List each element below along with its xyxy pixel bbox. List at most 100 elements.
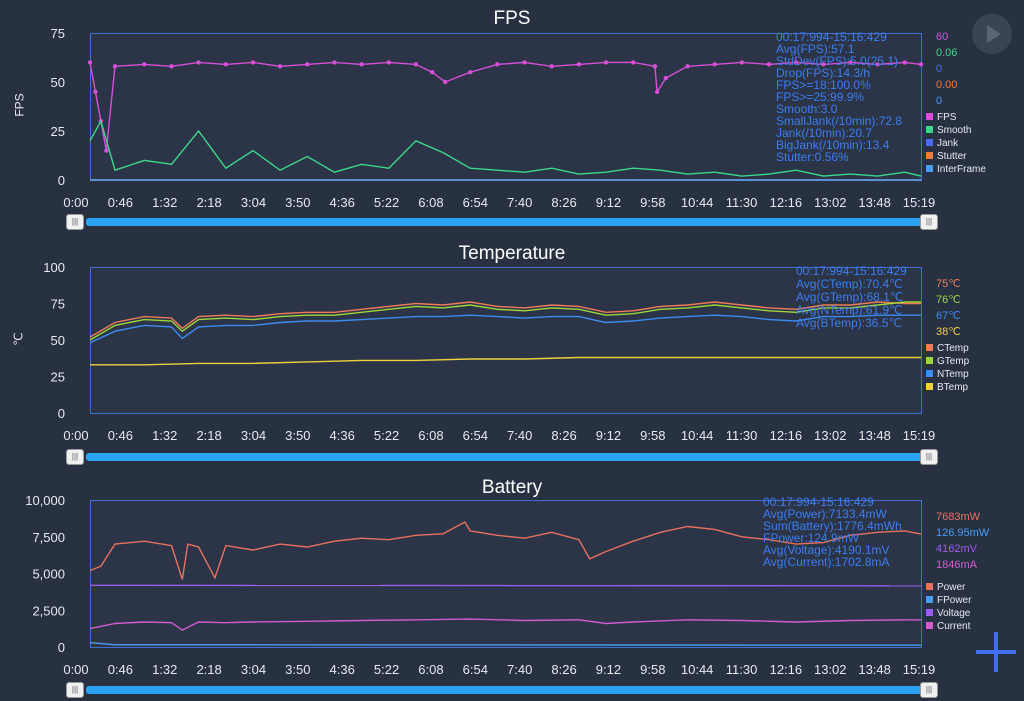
legend-swatch [926,609,933,616]
x-tick-label: 9:58 [640,662,665,677]
fps-data-point [603,60,609,65]
x-tick-label: 13:02 [814,195,847,210]
stat-line: Avg(Current):1702.8mA [763,555,890,569]
fps-chart: 75 50 25 0 0:00 0:46 1:32 2:18 3:04 3:50 4:36 5:22 6… [51,26,987,210]
stat-line: Avg(GTemp):68.1℃ [796,290,903,304]
legend-label: Power [937,582,966,593]
add-button[interactable] [974,630,1018,674]
x-tick-label: 0:00 [63,428,88,443]
legend-swatch [926,370,933,377]
x-tick-label: 8:26 [551,195,576,210]
fps-data-point [359,62,364,67]
x-tick-label: 3:04 [241,195,266,210]
current-value: 67℃ [936,310,961,322]
current-value: 60 [936,31,948,43]
fps-time-slider[interactable] [86,218,922,226]
fps-data-point [169,64,174,69]
current-value: 7683mW [936,511,981,523]
x-tick-label: 8:26 [551,662,576,677]
x-tick-label: 6:08 [418,428,443,443]
x-tick-label: 3:04 [241,662,266,677]
legend-label: BTemp [937,382,969,393]
x-tick-label: 1:32 [152,662,177,677]
fps-data-point [142,62,147,67]
temperature-slider-right-handle[interactable]: ||| [920,449,938,465]
series-line-gtemp [89,301,922,341]
temperature-time-slider[interactable] [86,453,922,461]
y-tick-label: 75 [51,297,65,312]
series-line-ntemp [89,314,922,344]
play-button[interactable] [972,14,1012,54]
stat-line: Avg(FPS):57.1 [776,42,855,56]
fps-slider-right-handle[interactable]: ||| [920,214,938,230]
x-tick-label: 4:36 [330,195,355,210]
stat-line: Avg(NTemp):61.9℃ [796,303,903,317]
stat-line: Jank(/10min):20.7 [776,126,872,140]
series-line-power [89,521,922,580]
stat-line: Avg(Voltage):4190.1mV [763,543,890,557]
temperature-plot-area [90,267,922,414]
battery-slider-right-handle[interactable]: ||| [920,682,938,698]
fps-data-point [468,70,473,75]
battery-time-slider[interactable] [86,686,922,694]
legend-label: CTemp [937,343,969,354]
series-line-current [89,618,922,631]
fps-data-point [522,60,527,65]
current-value: 0 [936,95,942,107]
stat-line: 00:17:994-15:16:429 [796,264,907,278]
x-tick-label: 2:18 [196,662,221,677]
y-tick-label: 100 [43,260,65,275]
x-tick-label: 10:44 [681,195,714,210]
fps-data-point [223,62,228,67]
fps-data-point [112,64,118,69]
battery-slider-left-handle[interactable]: ||| [66,682,84,698]
temperature-slider-left-handle[interactable]: ||| [66,449,84,465]
stat-line: BigJank(/10min):13.4 [776,138,890,152]
fps-data-point [277,64,283,69]
stat-line: FPS>=25:99.9% [776,90,864,104]
x-tick-label: 3:04 [241,428,266,443]
stat-line: Avg(BTemp):36.5℃ [796,316,902,330]
current-value: 1846mA [936,559,978,571]
stat-line: Avg(Power):7133.4mW [763,507,888,521]
x-tick-label: 9:58 [640,195,665,210]
stat-line: StdDev(FPS):5.0(25.1) [776,54,898,68]
stat-line: Stutter:0.56% [776,150,849,164]
x-tick-label: 5:22 [374,428,399,443]
x-tick-label: 2:18 [196,428,221,443]
x-tick-label: 6:54 [463,428,488,443]
x-tick-label: 9:12 [596,195,621,210]
current-value: 75℃ [936,278,961,290]
current-value: 76℃ [936,294,961,306]
fps-data-point [821,62,826,67]
fps-data-point [332,60,337,65]
fps-data-point [576,62,582,67]
fps-data-point [663,75,668,81]
y-tick-label: 10,000 [25,493,65,508]
x-tick-label: 10:44 [681,428,714,443]
fps-data-point [196,60,201,65]
fps-data-point [630,60,636,65]
x-tick-label: 9:12 [596,662,621,677]
fps-slider-left-handle[interactable]: ||| [66,214,84,230]
fps-data-point [549,64,554,69]
legend-label: NTemp [937,369,969,380]
x-tick-label: 13:48 [858,662,891,677]
x-tick-label: 9:58 [640,428,665,443]
x-tick-label: 0:46 [108,662,133,677]
fps-data-point [712,62,717,67]
x-tick-label: 5:22 [374,195,399,210]
battery-chart-title: Battery [481,477,543,498]
x-tick-label: 1:32 [152,195,177,210]
x-tick-label: 7:40 [507,195,532,210]
x-tick-label: 7:40 [507,662,532,677]
series-line-btemp [90,356,922,366]
x-tick-label: 0:46 [108,428,133,443]
x-tick-label: 12:16 [770,662,803,677]
x-tick-label: 12:16 [770,195,803,210]
series-line-ctemp [89,301,922,338]
y-tick-label: 5,000 [32,567,65,582]
x-tick-label: 6:08 [418,195,443,210]
x-tick-label: 6:54 [463,662,488,677]
fps-plot-area [90,33,922,181]
